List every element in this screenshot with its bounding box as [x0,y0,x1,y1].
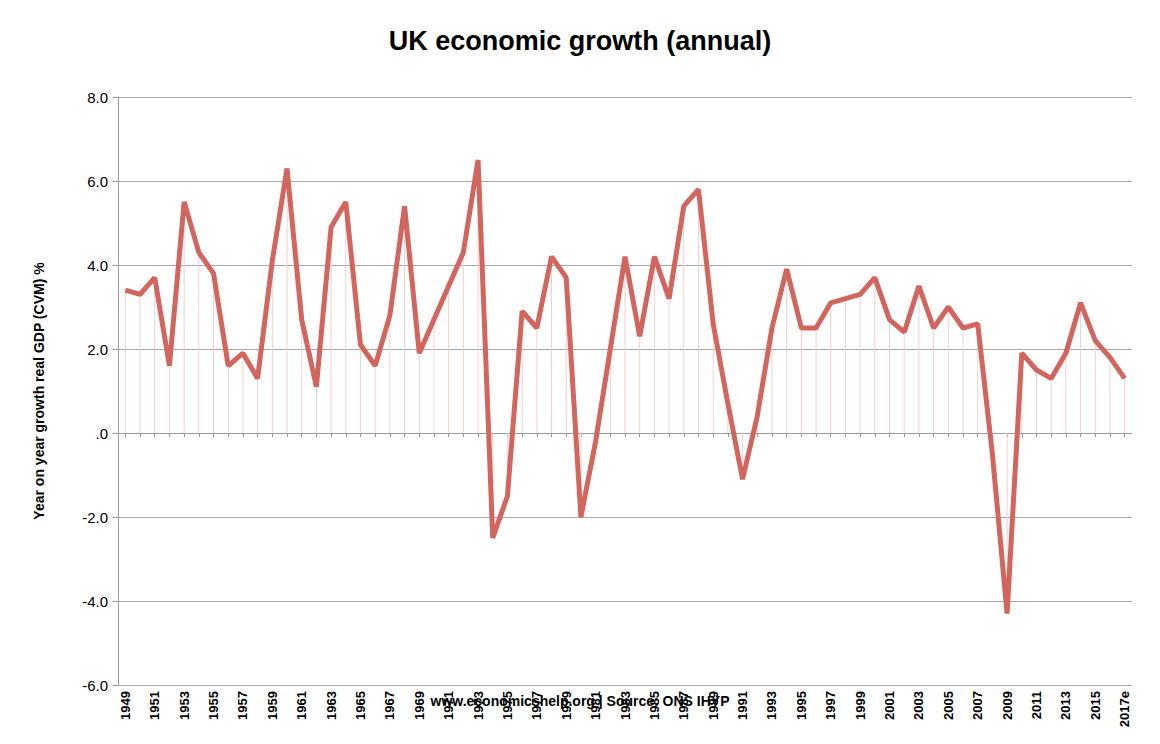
svg-text:2005: 2005 [941,691,956,720]
svg-text:1973: 1973 [471,691,486,720]
svg-text:1961: 1961 [294,691,309,720]
svg-text:2015: 2015 [1088,691,1103,720]
svg-text:1959: 1959 [265,691,280,720]
svg-text:1949: 1949 [118,691,133,720]
svg-text:1995: 1995 [794,691,809,720]
svg-text:1967: 1967 [382,691,397,720]
svg-text:1971: 1971 [441,691,456,720]
svg-text:1999: 1999 [853,691,868,720]
svg-text:2017e: 2017e [1117,691,1132,727]
svg-text:1991: 1991 [735,691,750,720]
svg-text:1985: 1985 [647,691,662,720]
svg-text:2007: 2007 [970,691,985,720]
svg-text:-6.0: -6.0 [82,677,108,694]
svg-text:-4.0: -4.0 [82,593,108,610]
svg-text:1955: 1955 [206,691,221,720]
svg-text:1983: 1983 [618,691,633,720]
svg-text:1969: 1969 [412,691,427,720]
svg-text:2003: 2003 [911,691,926,720]
svg-text:2001: 2001 [882,691,897,720]
svg-text:1977: 1977 [529,691,544,720]
svg-text:Year on year growth real GDP (: Year on year growth real GDP (CVM) % [31,262,47,520]
svg-text:1951: 1951 [147,691,162,720]
svg-text:8.0: 8.0 [87,89,108,106]
svg-text:4.0: 4.0 [87,257,108,274]
svg-text:2011: 2011 [1029,691,1044,719]
svg-text:1981: 1981 [588,691,603,720]
svg-text:1965: 1965 [353,691,368,720]
svg-text:2.0: 2.0 [87,341,108,358]
svg-text:1953: 1953 [177,691,192,720]
svg-text:1989: 1989 [706,691,721,720]
svg-text:1963: 1963 [324,691,339,720]
svg-text:1987: 1987 [676,691,691,720]
svg-text:1975: 1975 [500,691,515,720]
svg-text:-2.0: -2.0 [82,509,108,526]
svg-text:1957: 1957 [235,691,250,720]
svg-text:1997: 1997 [823,691,838,720]
svg-text:.0: .0 [95,425,108,442]
svg-text:1993: 1993 [764,691,779,720]
svg-text:2013: 2013 [1058,691,1073,720]
svg-text:2009: 2009 [1000,691,1015,720]
svg-text:1979: 1979 [559,691,574,720]
svg-text:UK economic growth (annual): UK economic growth (annual) [389,26,772,56]
svg-text:6.0: 6.0 [87,173,108,190]
